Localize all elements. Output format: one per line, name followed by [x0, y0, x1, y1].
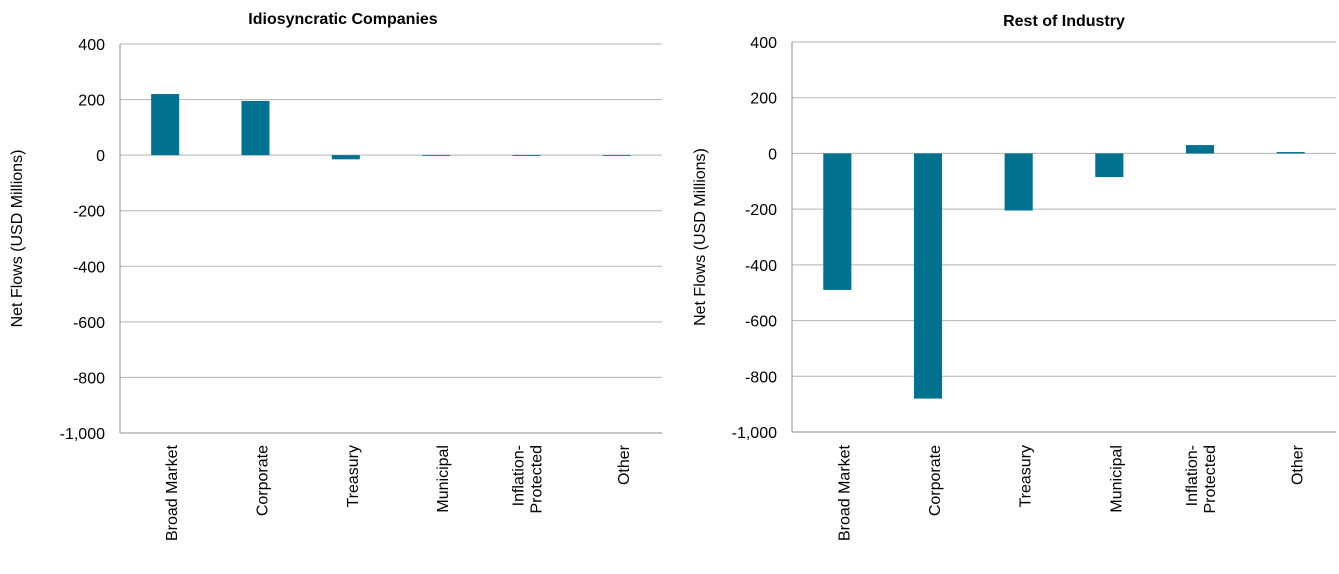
x-tick-label: Treasury	[1018, 445, 1035, 508]
x-tick-label: Corporate	[927, 445, 944, 516]
x-tick-label: Broad Market	[164, 444, 181, 541]
chart-idiosyncratic-companies: Idiosyncratic Companies Net Flows (USD M…	[9, 11, 662, 541]
bar	[331, 155, 360, 160]
bar	[241, 100, 270, 156]
bar	[422, 155, 451, 156]
y-tick-label: -800	[73, 370, 105, 387]
y-tick-label: 0	[768, 146, 777, 163]
y-tick-label: 0	[96, 148, 105, 165]
bar	[512, 155, 541, 156]
y-tick-label: -400	[73, 259, 105, 276]
y-tick-label: -400	[745, 258, 777, 275]
y-tick-label: 200	[78, 93, 105, 110]
x-tick-label: Broad Market	[836, 444, 853, 541]
x-tick-label: Other	[1290, 444, 1307, 485]
y-tick-label: -600	[745, 314, 777, 331]
x-tick-label: Municipal	[435, 445, 452, 513]
x-tick-label: Municipal	[1108, 445, 1125, 513]
x-tick-label: Treasury	[345, 445, 362, 508]
y-tick-label: 400	[750, 35, 777, 52]
y-axis-label: Net Flows (USD Millions)	[9, 150, 26, 328]
bar	[1276, 152, 1305, 154]
y-tick-label: -1,000	[60, 426, 105, 443]
x-tick-label: Other	[616, 444, 633, 485]
bar	[1095, 153, 1124, 178]
y-tick-label: -200	[73, 204, 105, 221]
y-tick-label: -600	[73, 315, 105, 332]
y-tick-label: 200	[750, 91, 777, 108]
chart-title: Rest of Industry	[1003, 13, 1125, 30]
bar	[1004, 153, 1033, 211]
y-tick-label: -200	[745, 202, 777, 219]
chart-title: Idiosyncratic Companies	[248, 11, 437, 28]
chart-rest-of-industry: Rest of Industry Net Flows (USD Millions…	[692, 13, 1336, 541]
y-axis-label: Net Flows (USD Millions)	[692, 148, 709, 326]
x-tick-label: Inflation-Protected	[511, 445, 546, 513]
bar	[602, 155, 631, 156]
x-tick-label: Corporate	[255, 445, 272, 516]
x-tick-label: Inflation-Protected	[1184, 445, 1219, 513]
bar	[1185, 145, 1215, 154]
y-tick-label: -800	[745, 369, 777, 386]
bar	[823, 153, 852, 290]
y-tick-label: -1,000	[732, 425, 777, 442]
bar	[913, 153, 943, 399]
y-tick-label: 400	[78, 37, 105, 54]
bar	[151, 94, 180, 156]
